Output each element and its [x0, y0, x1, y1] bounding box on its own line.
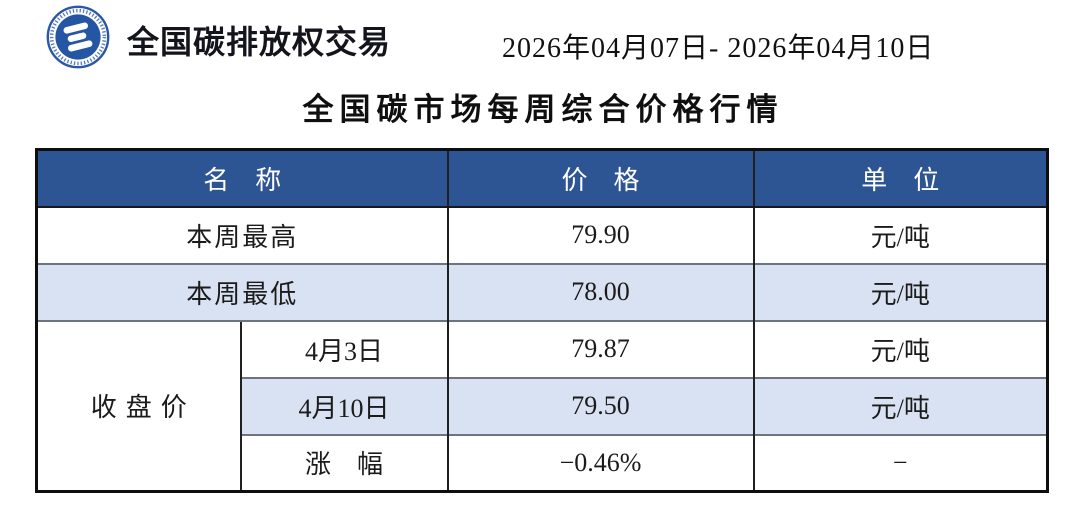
change-unit: −: [752, 433, 1048, 492]
change-price: −0.46%: [446, 433, 754, 492]
col-header-name: 名 称: [35, 149, 448, 208]
table-row-close-apr3: 收盘价 4月3日 79.87 元/吨: [35, 319, 1048, 492]
topbar: 全国碳排放权交易 2026年04月07日- 2026年04月10日: [0, 0, 1080, 80]
col-header-unit: 单 位: [752, 149, 1048, 208]
table-row-change: 涨 幅 −0.46% −: [37, 433, 1048, 492]
week-high-name: 本周最高: [35, 205, 448, 264]
week-low-price: 78.00: [446, 262, 754, 321]
table-header-row: 名 称 价 格 单 位: [35, 149, 1048, 208]
page-title: 全国碳市场每周综合价格行情: [302, 92, 784, 127]
close-apr10-price: 79.50: [446, 376, 754, 435]
close-apr3-name: 4月3日: [239, 319, 448, 378]
table-row-week-low: 本周最低 78.00 元/吨: [35, 262, 1048, 321]
col-header-price: 价 格: [446, 149, 754, 208]
close-apr3-price: 79.87: [446, 319, 754, 378]
logo-label: 全国碳排放权交易: [127, 24, 392, 60]
close-apr10-name: 4月10日: [239, 376, 448, 435]
week-low-name: 本周最低: [35, 262, 448, 321]
week-high-price: 79.90: [446, 205, 754, 264]
closing-price-group-label: 收盘价: [35, 319, 241, 492]
week-low-unit: 元/吨: [752, 262, 1048, 321]
change-name: 涨 幅: [239, 433, 448, 492]
table-row-week-high: 本周最高 79.90 元/吨: [35, 205, 1048, 264]
report-date-range: 2026年04月07日- 2026年04月10日: [502, 33, 935, 64]
close-apr3-unit: 元/吨: [752, 319, 1048, 378]
table-row-close-apr10: 4月10日 79.50 元/吨: [37, 376, 1048, 435]
price-table: 名 称 价 格 单 位 本周最高 79.90 元/吨 本周最低 78.00 元/…: [35, 148, 1050, 493]
carbon-exchange-logo-icon: [46, 5, 110, 69]
week-high-unit: 元/吨: [752, 205, 1048, 264]
close-apr10-unit: 元/吨: [752, 376, 1048, 435]
